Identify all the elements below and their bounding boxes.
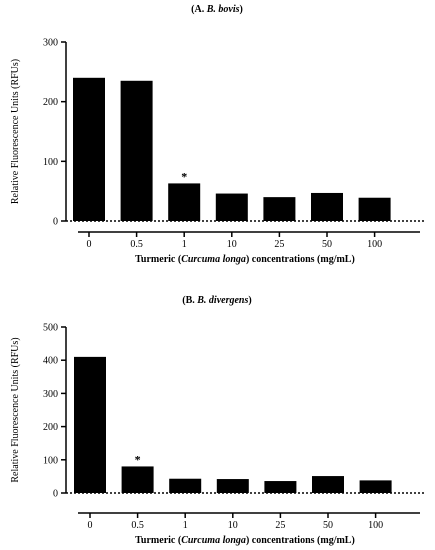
bar (263, 197, 296, 221)
y-axis-label: Relative Fluorescence Units (RFUs) (10, 337, 21, 482)
y-tick-label: 200 (43, 422, 58, 433)
chart-title: (A. B. bovis) (191, 4, 243, 15)
y-tick-label: 100 (43, 455, 58, 466)
y-tick-label: 500 (43, 323, 58, 334)
bar (359, 480, 392, 493)
x-tick-label: 100 (368, 520, 383, 531)
bar (264, 481, 297, 493)
chart-title: (B. B. divergens) (182, 295, 251, 306)
significance-marker: * (181, 169, 187, 183)
x-axis-label-species: Curcuma longa (181, 535, 246, 546)
x-axis-label-prefix: Turmeric ( (135, 535, 182, 546)
x-axis-label-suffix: ) concentrations (mg/mL) (246, 254, 355, 265)
chart-title-suffix: ) (248, 295, 251, 306)
chart-title-species: B. divergens (196, 295, 248, 306)
bar (121, 466, 154, 493)
x-tick-label: 10 (228, 520, 238, 531)
x-axis-label-species: Curcuma longa (181, 254, 246, 265)
bar (73, 77, 105, 221)
x-tick-label: 25 (275, 520, 285, 531)
x-tick-label: 50 (323, 520, 333, 531)
bar (216, 479, 249, 493)
x-tick-label: 0 (87, 239, 92, 250)
x-tick-label: 1 (182, 239, 187, 250)
y-tick-label: 300 (43, 389, 58, 400)
y-tick-label: 400 (43, 356, 58, 367)
x-axis-label-suffix: ) concentrations (mg/mL) (246, 535, 355, 546)
chart-title-suffix: ) (240, 4, 243, 15)
x-tick-label: 50 (322, 239, 332, 250)
x-tick-label: 0 (88, 520, 93, 531)
y-tick-label: 300 (43, 38, 58, 49)
chart-title-prefix: (B. (182, 295, 197, 306)
x-tick-label: 25 (274, 239, 284, 250)
bar (168, 183, 201, 221)
bar (311, 192, 343, 221)
x-axis-label: Turmeric (Curcuma longa) concentrations … (135, 535, 355, 546)
bar (74, 356, 106, 493)
y-tick-label: 200 (43, 97, 58, 108)
significance-marker: * (135, 452, 141, 466)
x-tick-label: 1 (183, 520, 188, 531)
bar (358, 197, 391, 221)
x-tick-label: 10 (227, 239, 237, 250)
y-axis-label: Relative Fluorescence Units (RFUs) (10, 59, 21, 204)
bar (312, 476, 344, 493)
x-tick-label: 100 (367, 239, 382, 250)
chart-b-divergens: (B. B. divergens)0100200300400500Relativ… (10, 295, 424, 546)
x-tick-label: 0.5 (131, 520, 144, 531)
x-axis-label-prefix: Turmeric ( (135, 254, 182, 265)
x-tick-label: 0.5 (130, 239, 143, 250)
x-axis-label: Turmeric (Curcuma longa) concentrations … (135, 254, 355, 265)
chart-title-species: B. bovis (206, 4, 240, 15)
y-tick-label: 0 (53, 489, 58, 500)
y-tick-label: 0 (53, 217, 58, 228)
bar (120, 80, 153, 222)
bar (169, 478, 202, 493)
y-tick-label: 100 (43, 157, 58, 168)
chart-title-prefix: (A. (191, 4, 207, 15)
bar (215, 193, 248, 221)
